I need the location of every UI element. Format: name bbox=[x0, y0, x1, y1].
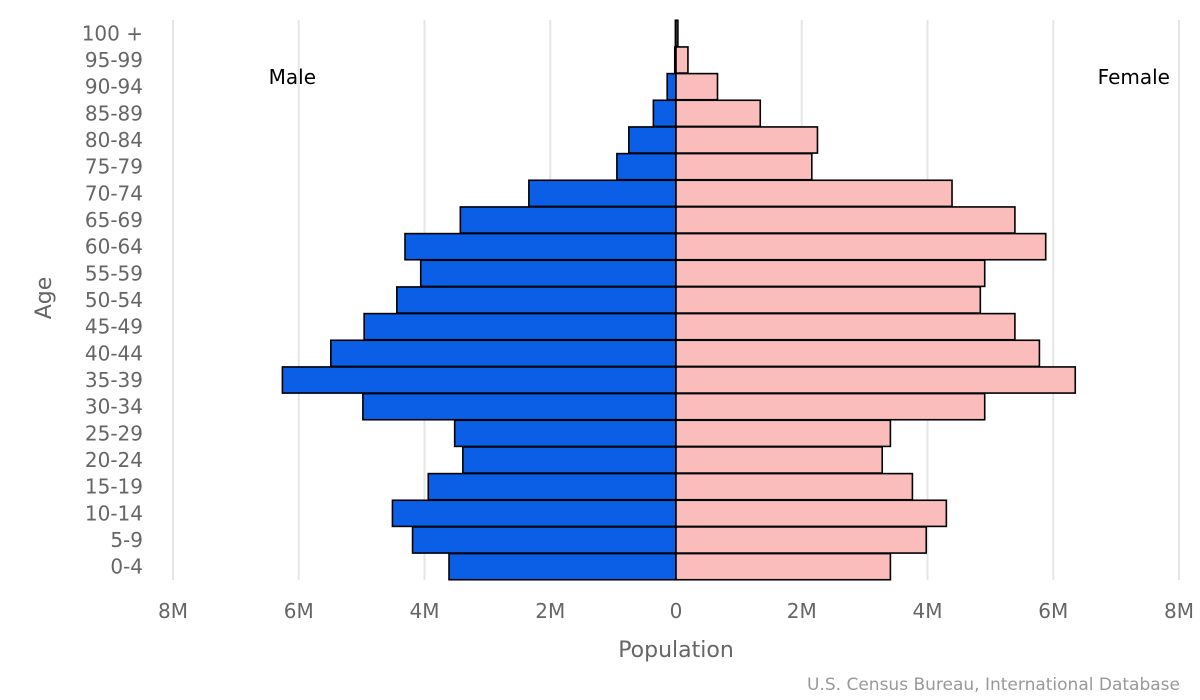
x-tick-label: 2M bbox=[535, 599, 565, 623]
y-tick-label: 40-44 bbox=[85, 341, 143, 365]
x-tick-label: 6M bbox=[1038, 599, 1068, 623]
male-label: Male bbox=[269, 65, 316, 89]
x-tick-label: 4M bbox=[410, 599, 440, 623]
source-credit: U.S. Census Bureau, International Databa… bbox=[807, 675, 1180, 695]
y-tick-label: 10-14 bbox=[85, 501, 143, 525]
y-tick-label: 30-34 bbox=[85, 395, 143, 419]
y-tick-label: 100 + bbox=[82, 21, 143, 45]
y-tick-label: 45-49 bbox=[85, 315, 143, 339]
female-bar-30-34 bbox=[675, 392, 986, 421]
female-bar-75-79 bbox=[675, 152, 813, 181]
y-axis-title: Age bbox=[32, 277, 57, 320]
male-bar-40-44 bbox=[330, 339, 677, 368]
female-bar-90-94 bbox=[675, 72, 719, 101]
x-tick-label: 4M bbox=[913, 599, 943, 623]
male-bar-85-89 bbox=[652, 99, 677, 128]
y-tick-label: 75-79 bbox=[85, 155, 143, 179]
y-tick-label: 60-64 bbox=[85, 235, 143, 259]
male-bar-45-49 bbox=[363, 312, 677, 341]
female-bar-55-59 bbox=[675, 259, 986, 288]
x-tick-label: 6M bbox=[284, 599, 314, 623]
female-bar-15-19 bbox=[675, 472, 914, 501]
x-tick-label: 8M bbox=[158, 599, 188, 623]
male-bar-55-59 bbox=[419, 259, 677, 288]
male-bar-5-9 bbox=[411, 526, 677, 554]
y-tick-label: 0-4 bbox=[110, 555, 143, 579]
female-bar-100 bbox=[675, 19, 679, 48]
male-bar-20-24 bbox=[462, 446, 677, 474]
y-tick-label: 5-9 bbox=[110, 528, 143, 552]
male-bar-15-19 bbox=[427, 472, 677, 501]
population-tick-labels: 8M 6M 4M 2M 0 2M 4M 6M 8M bbox=[158, 599, 1194, 623]
x-axis-title: Population bbox=[618, 638, 734, 663]
male-bar-10-14 bbox=[391, 499, 677, 528]
y-tick-label: 55-59 bbox=[85, 261, 143, 285]
male-bar-25-29 bbox=[453, 419, 677, 448]
male-bar-30-34 bbox=[362, 392, 677, 421]
female-bar-60-64 bbox=[675, 232, 1047, 261]
x-tick-label: 2M bbox=[787, 599, 817, 623]
y-tick-label: 80-84 bbox=[85, 128, 143, 152]
y-tick-label: 85-89 bbox=[85, 101, 143, 125]
y-tick-label: 95-99 bbox=[85, 48, 143, 72]
female-bar-80-84 bbox=[675, 126, 819, 154]
x-tick-label: 8M bbox=[1164, 599, 1194, 623]
y-tick-label: 65-69 bbox=[85, 208, 143, 232]
male-bar-50-54 bbox=[396, 286, 677, 314]
female-bar-65-69 bbox=[675, 206, 1016, 234]
y-tick-label: 35-39 bbox=[85, 368, 143, 392]
bars bbox=[281, 19, 1077, 581]
male-bar-0-4 bbox=[448, 552, 677, 581]
female-bar-5-9 bbox=[675, 526, 928, 554]
male-bar-65-69 bbox=[459, 206, 677, 234]
male-bar-80-84 bbox=[628, 126, 677, 154]
female-bar-95-99 bbox=[675, 46, 689, 74]
y-tick-label: 20-24 bbox=[85, 448, 143, 472]
female-bar-40-44 bbox=[675, 339, 1041, 368]
y-tick-label: 70-74 bbox=[85, 181, 143, 205]
female-bar-25-29 bbox=[675, 419, 892, 448]
y-tick-label: 15-19 bbox=[85, 475, 143, 499]
male-bar-35-39 bbox=[281, 366, 677, 394]
y-tick-label: 25-29 bbox=[85, 421, 143, 445]
male-bar-90-94 bbox=[666, 72, 677, 101]
y-tick-label: 50-54 bbox=[85, 288, 143, 312]
female-bar-85-89 bbox=[675, 99, 762, 128]
y-tick-label: 90-94 bbox=[85, 75, 143, 99]
female-bar-50-54 bbox=[675, 286, 982, 314]
female-label: Female bbox=[1098, 65, 1170, 89]
female-bar-0-4 bbox=[675, 552, 892, 581]
x-tick-label: 0 bbox=[670, 599, 683, 623]
female-bar-20-24 bbox=[675, 446, 884, 474]
female-bar-70-74 bbox=[675, 179, 953, 208]
male-bar-70-74 bbox=[528, 179, 677, 208]
female-bar-10-14 bbox=[675, 499, 948, 528]
female-bar-35-39 bbox=[675, 366, 1077, 394]
male-bar-75-79 bbox=[616, 152, 677, 181]
male-bar-60-64 bbox=[404, 232, 677, 261]
female-bar-45-49 bbox=[675, 312, 1016, 341]
